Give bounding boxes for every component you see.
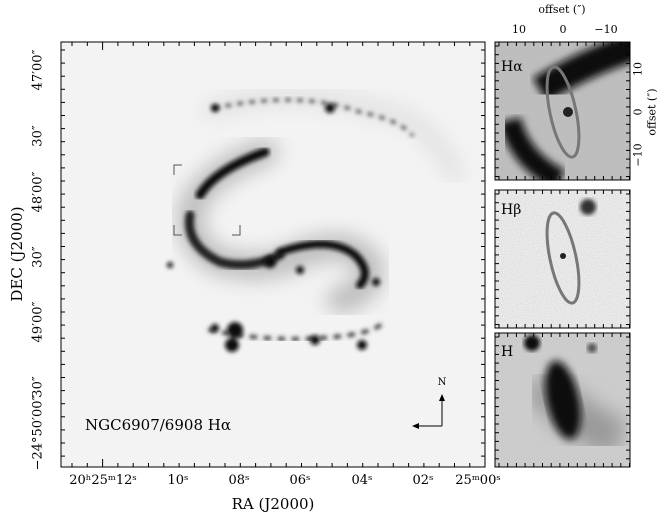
compass-label: N: [437, 377, 447, 388]
main-frame: [60, 41, 486, 468]
top-offset-tick: 0: [559, 23, 567, 36]
y-axis-title: DEC (J2000): [8, 206, 27, 302]
x-tick-label: 10ˢ: [167, 473, 189, 488]
right-offset-tick: 0: [631, 108, 645, 116]
galaxy: [177, 90, 462, 341]
panel-hb-image: [495, 190, 630, 328]
panel-label: H: [501, 344, 514, 360]
top-offset-title: offset (″): [538, 3, 586, 16]
x-tick-label: 20ʰ25ᵐ12ˢ: [69, 473, 137, 488]
y-tick-label: 47′00″: [30, 49, 46, 91]
panel-label: Hβ: [501, 202, 522, 218]
top-offset-tick: −10: [594, 23, 618, 36]
x-tick-label: 08ˢ: [228, 473, 250, 488]
panel-ha-image: [495, 42, 630, 180]
y-tick-label: 49′00″: [30, 301, 46, 343]
x-tick-label: 25ᵐ00ˢ: [455, 473, 501, 488]
panel-h-image: [495, 333, 630, 467]
y-tick-label: 30″: [30, 246, 46, 268]
image-label: NGC6907/6908 Hα: [85, 416, 231, 434]
right-offset-tick: −10: [631, 143, 645, 167]
top-offset-tick: 10: [512, 23, 526, 36]
y-tick-label: 30″: [30, 125, 46, 147]
y-tick-label: 48′00″: [30, 171, 46, 213]
y-tick-label: −24°50′00″: [30, 395, 46, 471]
panel-label: Hα: [501, 59, 523, 75]
x-axis-title: RA (J2000): [231, 495, 315, 513]
x-tick-label: 04ˢ: [351, 473, 373, 488]
x-tick-label: 02ˢ: [412, 473, 434, 488]
x-tick-label: 06ˢ: [289, 473, 311, 488]
right-offset-tick: 10: [631, 62, 645, 76]
right-offset-title: offset (″): [645, 88, 657, 136]
